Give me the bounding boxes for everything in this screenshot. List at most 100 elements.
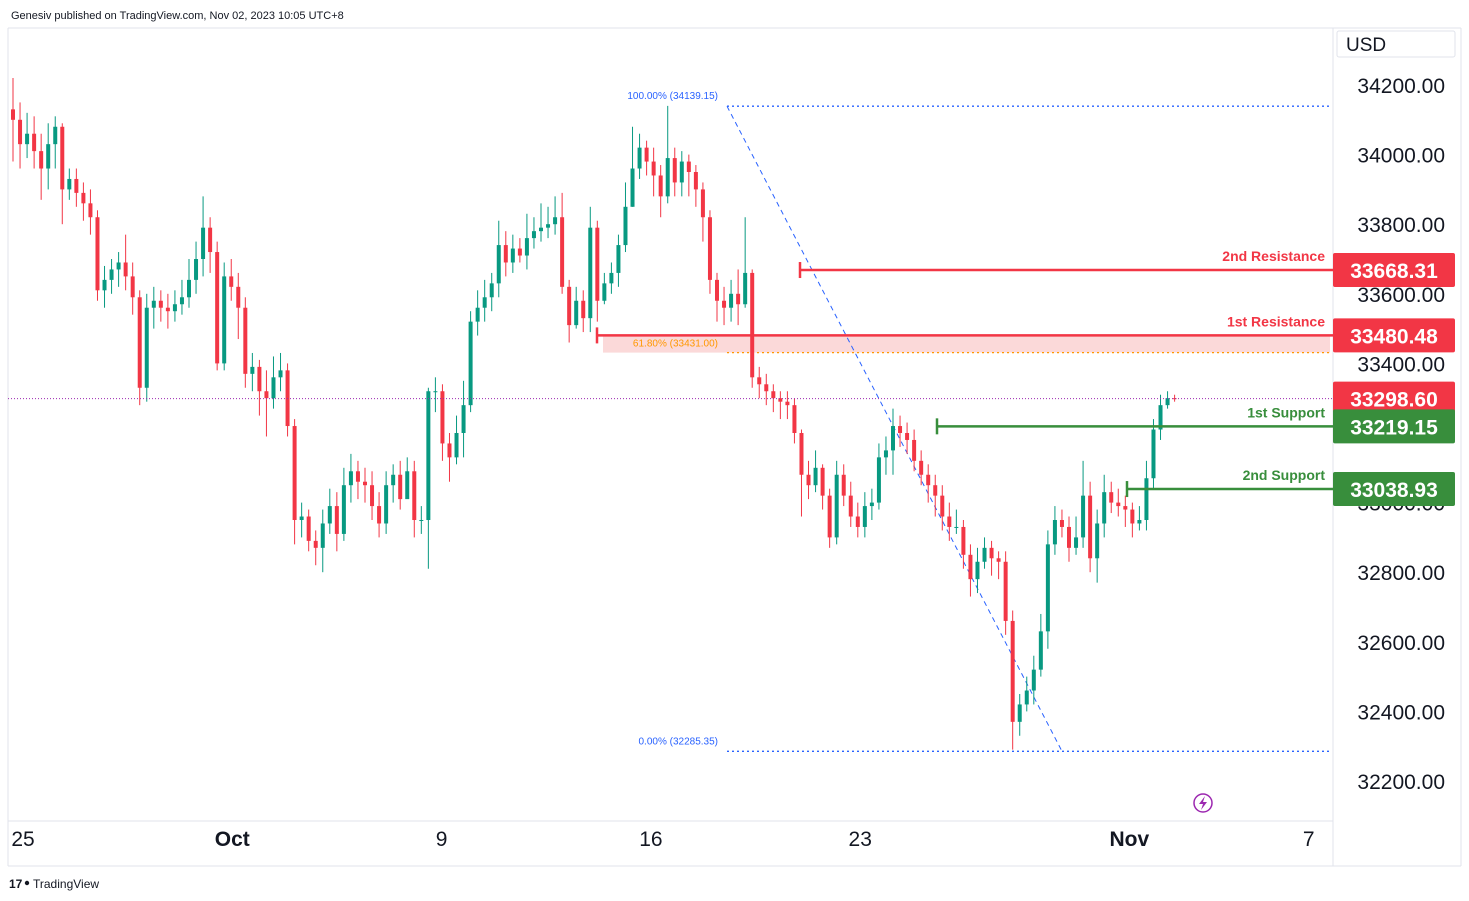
lightning-icon[interactable] (1193, 793, 1213, 813)
candle-body (679, 161, 684, 183)
candle-body (933, 485, 938, 496)
price-tick-label: 33800.00 (1357, 214, 1445, 237)
candle (475, 290, 480, 336)
tag-2nd-support: 33038.93 (1333, 472, 1455, 507)
candle-body (60, 126, 65, 190)
candle (292, 419, 297, 545)
candle (370, 471, 375, 520)
levels-layer: 2nd Resistance 1st Resistance 1st Support 2… (8, 248, 1333, 498)
candle-body (355, 471, 360, 482)
candle (1172, 394, 1177, 402)
candle (722, 286, 727, 326)
candle (560, 192, 565, 294)
candle (820, 464, 825, 510)
currency-box[interactable] (1336, 30, 1456, 58)
candle (813, 450, 818, 493)
candle-body (567, 286, 572, 326)
candle-body (447, 443, 452, 458)
candle (53, 116, 58, 169)
candle (799, 429, 804, 517)
candle (158, 290, 163, 322)
candle-body (412, 471, 417, 520)
candle-body (778, 398, 783, 402)
candle-body (1172, 398, 1177, 400)
candle (1144, 460, 1149, 531)
candle-body (531, 231, 536, 239)
candle (693, 165, 698, 207)
candle-body (862, 506, 867, 527)
candle-body (299, 516, 304, 520)
candle (363, 467, 367, 503)
candles-layer (11, 78, 1177, 750)
candle-body (637, 147, 642, 169)
time-tick-label: Oct (215, 828, 250, 851)
candle (88, 189, 93, 235)
candle-body (834, 474, 839, 538)
candle (644, 140, 649, 176)
candle-body (130, 276, 135, 298)
candle (517, 238, 522, 263)
candle-body (46, 144, 51, 169)
price-tick-label: 32200.00 (1357, 771, 1445, 794)
1st-resistance-label: 1st Resistance (1227, 313, 1325, 329)
candle (60, 123, 65, 225)
candle (1109, 481, 1114, 514)
candle-body (686, 161, 691, 172)
candle (299, 502, 304, 538)
candle-body (334, 506, 339, 534)
candle (46, 123, 51, 190)
candle-body (989, 547, 994, 559)
candle-body (363, 481, 367, 486)
candle-body (1024, 690, 1029, 705)
candle (792, 398, 797, 444)
candle-body (88, 203, 93, 218)
candle (1031, 655, 1036, 705)
candle-body (700, 189, 705, 218)
candle (187, 259, 191, 308)
candle (489, 272, 494, 312)
candle (1067, 516, 1071, 562)
candle (855, 502, 860, 538)
candle-body (841, 474, 846, 496)
candle (81, 182, 86, 221)
candle-body (623, 206, 628, 246)
candle (729, 279, 734, 322)
candle-body (1165, 398, 1170, 406)
candle-body (1067, 526, 1071, 548)
candle (672, 147, 677, 197)
candle (1165, 391, 1170, 409)
candle-body (341, 485, 346, 534)
time-axis[interactable]: 25 Oct 9 16 23 Nov 7 (11, 828, 1314, 851)
candle (531, 217, 536, 249)
candle (1151, 419, 1156, 489)
price-axis[interactable]: 34200.00 34000.00 33800.00 33600.00 33400.00… (1357, 75, 1445, 794)
candle-body (32, 133, 37, 152)
candle (405, 457, 410, 500)
candle (229, 259, 234, 301)
candle (1095, 509, 1100, 583)
tag-1st-resistance: 33480.48 (1333, 318, 1455, 353)
candle-body (729, 293, 734, 308)
candle-body (67, 178, 72, 190)
candle-body (257, 366, 262, 392)
candle-body (876, 457, 881, 503)
candle-body (961, 526, 966, 555)
candle (102, 265, 107, 308)
tag-2nd-resistance: 33668.31 (1333, 253, 1455, 288)
candle-body (454, 433, 459, 458)
candle-body (123, 262, 128, 277)
candle-body (891, 426, 895, 451)
candle (883, 436, 888, 475)
candle-body (982, 547, 987, 562)
tradingview-logo-icon[interactable]: 17 (9, 877, 30, 891)
candle (715, 272, 719, 322)
candle-body (665, 158, 670, 197)
candle (306, 509, 311, 552)
candle (1158, 394, 1163, 440)
candle (461, 380, 466, 458)
candle-body (919, 460, 924, 475)
candle (1017, 694, 1022, 736)
candle-body (996, 558, 1001, 562)
candle-body (102, 279, 107, 291)
